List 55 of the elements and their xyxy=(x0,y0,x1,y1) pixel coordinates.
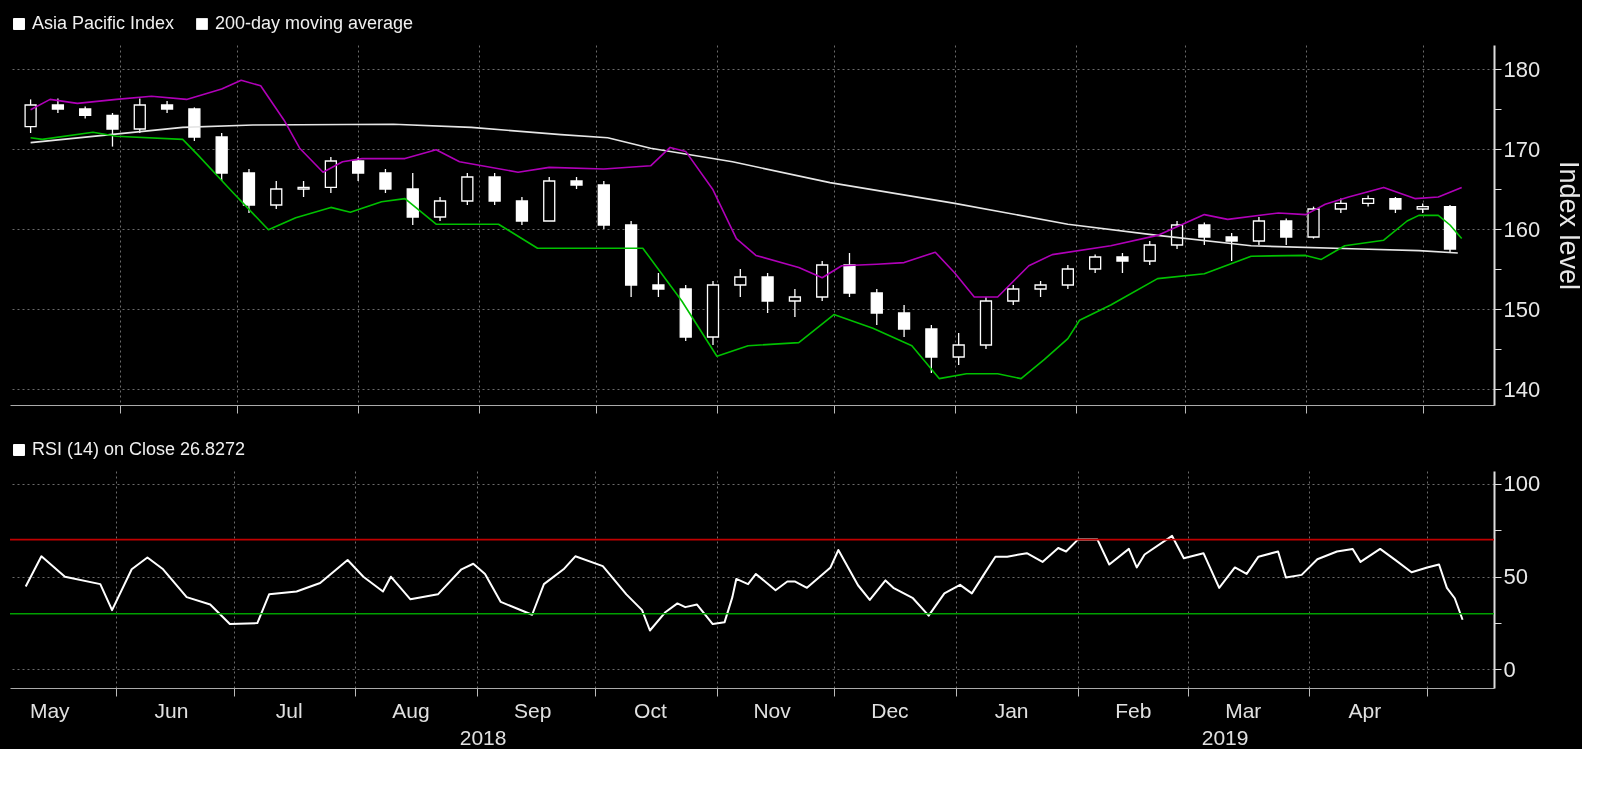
candlestick xyxy=(488,172,501,206)
candlestick xyxy=(952,332,965,366)
legend-label: RSI (14) on Close 26.8272 xyxy=(32,439,246,459)
candlestick xyxy=(1280,217,1293,246)
x-tick-label: Dec xyxy=(871,698,909,722)
candlestick xyxy=(1061,264,1075,290)
x-tick-label: Nov xyxy=(753,698,792,722)
legend-label: 200-day moving average xyxy=(215,13,414,33)
candlestick xyxy=(1225,232,1238,262)
candlestick xyxy=(1198,221,1211,246)
line-series xyxy=(29,123,1459,254)
candlestick xyxy=(1007,284,1020,306)
candlestick xyxy=(761,272,774,314)
candlestick xyxy=(897,304,911,338)
x-tick-label: Apr xyxy=(1348,698,1382,722)
y-tick-label: 170 xyxy=(1503,136,1541,162)
x-tick-label: Jul xyxy=(275,698,303,722)
candlestick xyxy=(1116,252,1129,274)
candlestick xyxy=(461,172,474,206)
candlestick xyxy=(734,268,747,298)
candlestick xyxy=(870,288,883,326)
x-tick-label: Oct xyxy=(634,698,667,722)
x-tick-label: Jan xyxy=(994,698,1029,722)
candlestick xyxy=(106,112,119,148)
candlestick xyxy=(1089,253,1102,274)
candlestick xyxy=(352,156,365,182)
text: 2018 xyxy=(459,726,507,749)
candlestick xyxy=(1143,240,1156,266)
x-tick-label: Jun xyxy=(154,698,189,722)
legend-label: Asia Pacific Index xyxy=(32,13,175,33)
y-axis-title: Index level xyxy=(1554,160,1585,291)
text: 2019 xyxy=(1201,726,1249,749)
candlestick xyxy=(652,272,665,298)
candlestick xyxy=(788,288,802,318)
y-tick-label: 180 xyxy=(1503,56,1541,82)
x-tick-label: Aug xyxy=(392,698,430,722)
y-tick-label: 100 xyxy=(1503,471,1541,497)
y-tick-label: 150 xyxy=(1503,296,1541,322)
line-series xyxy=(29,131,1463,380)
y-tick-label: 50 xyxy=(1503,564,1528,590)
x-tick-label: Feb xyxy=(1115,698,1152,722)
candlestick xyxy=(24,98,37,134)
candlestick xyxy=(379,168,392,194)
candlestick xyxy=(270,180,283,210)
candlestick xyxy=(515,196,529,226)
y-tick-label: 160 xyxy=(1503,216,1541,242)
candlestick xyxy=(133,97,146,134)
y-tick-label: 0 xyxy=(1503,656,1516,682)
line-series xyxy=(24,534,1464,632)
x-tick-label: Sep xyxy=(513,698,552,722)
candlestick xyxy=(1252,216,1266,246)
candlestick xyxy=(433,196,447,222)
x-tick-label: Mar xyxy=(1225,698,1262,722)
y-tick-label: 140 xyxy=(1503,376,1541,402)
x-tick-label: May xyxy=(29,698,71,722)
